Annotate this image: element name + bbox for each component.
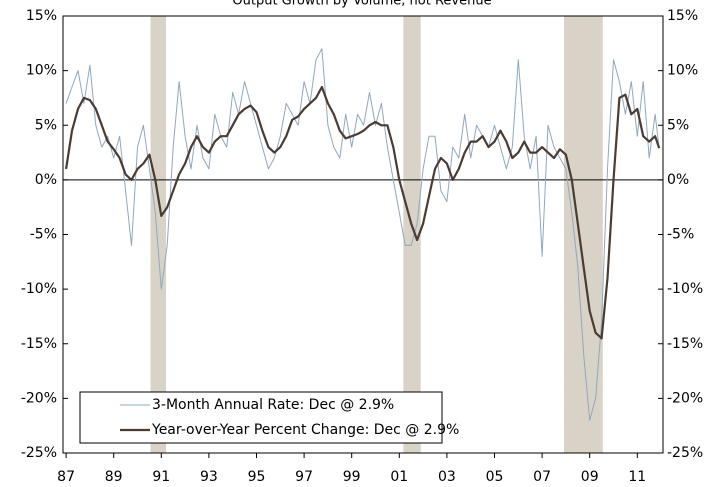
x-tick-label: 99 — [343, 469, 361, 485]
x-tick-label: 91 — [152, 469, 170, 485]
y-tick-label: -5% — [30, 227, 57, 243]
x-tick-label: 09 — [581, 469, 599, 485]
y2-tick-label: -10% — [667, 281, 703, 297]
recession-shade — [150, 16, 167, 453]
recession-shade — [403, 16, 421, 453]
x-tick-label: 89 — [105, 469, 123, 485]
y2-tick-label: -15% — [667, 336, 703, 352]
y2-tick-label: 15% — [667, 8, 698, 24]
x-tick-label: 93 — [200, 469, 218, 485]
y-tick-label: -15% — [21, 336, 57, 352]
series-line — [65, 48, 660, 421]
recession-shade — [563, 16, 603, 453]
y-tick-label: 5% — [35, 117, 57, 133]
x-tick-label: 03 — [438, 469, 456, 485]
x-tick-label: 95 — [248, 469, 266, 485]
y-tick-label: 15% — [26, 8, 57, 24]
y2-tick-label: -25% — [667, 445, 703, 461]
x-tick-label: 01 — [390, 469, 408, 485]
x-tick-label: 07 — [533, 469, 551, 485]
chart-title: Output Growth by Volume, not Revenue — [232, 0, 491, 9]
legend-box — [79, 391, 443, 444]
y2-tick-label: 5% — [667, 117, 689, 133]
y-tick-label: -25% — [21, 445, 57, 461]
y-tick-label: -10% — [21, 281, 57, 297]
x-tick-label: 11 — [628, 469, 646, 485]
legend-label: Year-over-Year Percent Change: Dec @ 2.9… — [151, 422, 459, 438]
x-tick-label: 97 — [295, 469, 313, 485]
series-line — [65, 85, 661, 340]
legend-label: 3-Month Annual Rate: Dec @ 2.9% — [152, 397, 394, 413]
y2-tick-label: -5% — [667, 227, 694, 243]
y2-tick-label: 10% — [667, 63, 698, 79]
y-tick-label: 10% — [26, 63, 57, 79]
y-tick-label: 0% — [35, 172, 57, 188]
y-tick-label: -20% — [21, 390, 57, 406]
y2-tick-label: 0% — [667, 172, 689, 188]
x-tick-label: 87 — [57, 469, 75, 485]
x-tick-label: 05 — [486, 469, 504, 485]
y2-tick-label: -20% — [667, 390, 703, 406]
